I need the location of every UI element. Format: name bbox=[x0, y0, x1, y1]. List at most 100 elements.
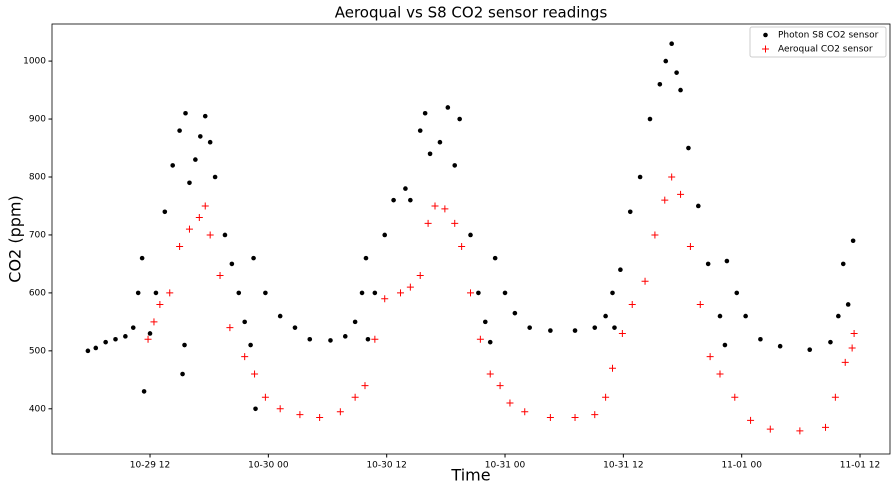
x-tick-label: 10-31 00 bbox=[485, 461, 526, 471]
data-point bbox=[307, 336, 313, 342]
data-point bbox=[424, 219, 432, 227]
data-point bbox=[144, 335, 152, 343]
data-point bbox=[130, 325, 136, 330]
data-point bbox=[150, 318, 158, 326]
data-point bbox=[476, 335, 484, 343]
data-point bbox=[276, 405, 284, 413]
data-point bbox=[486, 370, 494, 378]
data-point bbox=[206, 231, 214, 239]
data-point bbox=[408, 197, 413, 203]
data-point bbox=[705, 261, 711, 267]
data-point bbox=[476, 290, 481, 296]
data-point bbox=[731, 393, 739, 401]
data-point bbox=[147, 331, 153, 336]
data-point bbox=[747, 416, 755, 424]
data-point bbox=[422, 110, 428, 116]
data-point bbox=[85, 348, 91, 354]
data-point bbox=[603, 313, 608, 319]
data-point bbox=[716, 370, 724, 378]
data-point bbox=[180, 371, 185, 377]
data-point bbox=[292, 325, 298, 330]
data-point bbox=[492, 255, 498, 261]
plot-points bbox=[85, 41, 858, 435]
x-tick-label: 10-30 00 bbox=[248, 461, 289, 471]
data-point bbox=[674, 70, 679, 75]
data-point bbox=[828, 339, 833, 345]
data-point bbox=[758, 336, 763, 342]
data-point bbox=[242, 319, 247, 325]
data-point bbox=[229, 261, 235, 267]
data-point bbox=[263, 290, 268, 296]
data-point bbox=[187, 180, 192, 186]
data-point bbox=[686, 243, 694, 251]
data-point bbox=[496, 382, 504, 390]
data-point bbox=[796, 427, 804, 435]
data-point bbox=[441, 205, 449, 213]
legend-marker bbox=[762, 45, 769, 53]
data-point bbox=[153, 290, 159, 296]
data-point bbox=[766, 425, 774, 433]
data-point bbox=[836, 313, 841, 319]
data-point bbox=[222, 232, 228, 238]
plot-frame bbox=[51, 23, 891, 455]
data-point bbox=[457, 116, 462, 122]
data-point bbox=[651, 231, 659, 239]
data-point bbox=[668, 173, 676, 181]
data-point bbox=[512, 310, 518, 316]
data-point bbox=[521, 408, 529, 416]
data-point bbox=[506, 399, 514, 407]
data-point bbox=[431, 202, 439, 210]
data-point bbox=[202, 113, 208, 119]
legend-label: Aeroqual CO2 sensor bbox=[778, 45, 873, 55]
data-point bbox=[417, 128, 423, 133]
data-point bbox=[93, 345, 99, 351]
data-point bbox=[669, 41, 674, 47]
chart-title: Aeroqual vs S8 CO2 sensor readings bbox=[335, 4, 608, 22]
y-axis-label: CO2 (ppm) bbox=[6, 195, 25, 282]
data-point bbox=[277, 313, 283, 319]
data-point bbox=[610, 290, 615, 296]
data-point bbox=[677, 190, 685, 198]
data-point bbox=[527, 325, 532, 330]
data-point bbox=[437, 139, 443, 145]
data-point bbox=[663, 58, 669, 64]
data-point bbox=[572, 328, 578, 333]
data-point bbox=[831, 393, 839, 401]
data-point bbox=[627, 209, 633, 215]
data-point bbox=[571, 413, 579, 421]
data-point bbox=[468, 232, 473, 238]
data-point bbox=[822, 423, 830, 431]
data-point bbox=[236, 290, 242, 296]
data-point bbox=[445, 105, 451, 110]
x-axis-label: Time bbox=[450, 466, 490, 485]
data-point bbox=[336, 408, 344, 416]
data-point bbox=[201, 202, 209, 210]
data-point bbox=[618, 267, 623, 273]
data-point bbox=[777, 343, 783, 349]
data-point bbox=[467, 289, 475, 297]
data-point bbox=[850, 238, 856, 244]
data-point bbox=[185, 225, 193, 233]
data-point bbox=[352, 319, 358, 325]
data-point bbox=[591, 411, 599, 419]
data-point bbox=[841, 358, 849, 366]
x-tick-label: 10-30 12 bbox=[366, 461, 406, 471]
data-point bbox=[602, 393, 610, 401]
data-point bbox=[487, 339, 493, 345]
data-point bbox=[406, 283, 414, 291]
data-point bbox=[592, 325, 598, 330]
data-point bbox=[850, 329, 858, 337]
data-point bbox=[371, 335, 379, 343]
x-tick-label: 11-01 00 bbox=[721, 461, 762, 471]
data-point bbox=[482, 319, 488, 325]
data-point bbox=[696, 300, 704, 308]
data-point bbox=[647, 116, 653, 122]
data-point bbox=[182, 342, 187, 348]
data-point bbox=[328, 338, 333, 343]
data-point bbox=[241, 353, 249, 361]
data-point bbox=[372, 290, 378, 296]
y-tick-label: 1000 bbox=[23, 57, 46, 67]
data-point bbox=[734, 290, 740, 296]
data-point bbox=[261, 393, 269, 401]
